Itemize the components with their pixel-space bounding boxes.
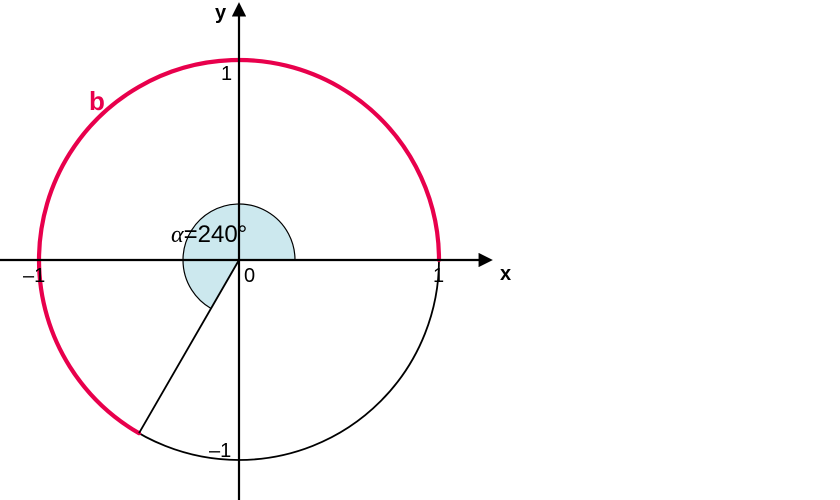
y-tick-neg: –1	[209, 440, 231, 462]
x-tick-neg: –1	[23, 265, 45, 287]
y-tick-pos: 1	[221, 63, 232, 85]
y-axis-label: y	[215, 2, 227, 24]
arc-b-label: b	[89, 86, 105, 116]
angle-label: α=240°	[171, 221, 247, 248]
x-tick-pos: 1	[433, 265, 444, 287]
x-axis-label: x	[500, 263, 511, 285]
origin-label: 0	[244, 265, 255, 287]
